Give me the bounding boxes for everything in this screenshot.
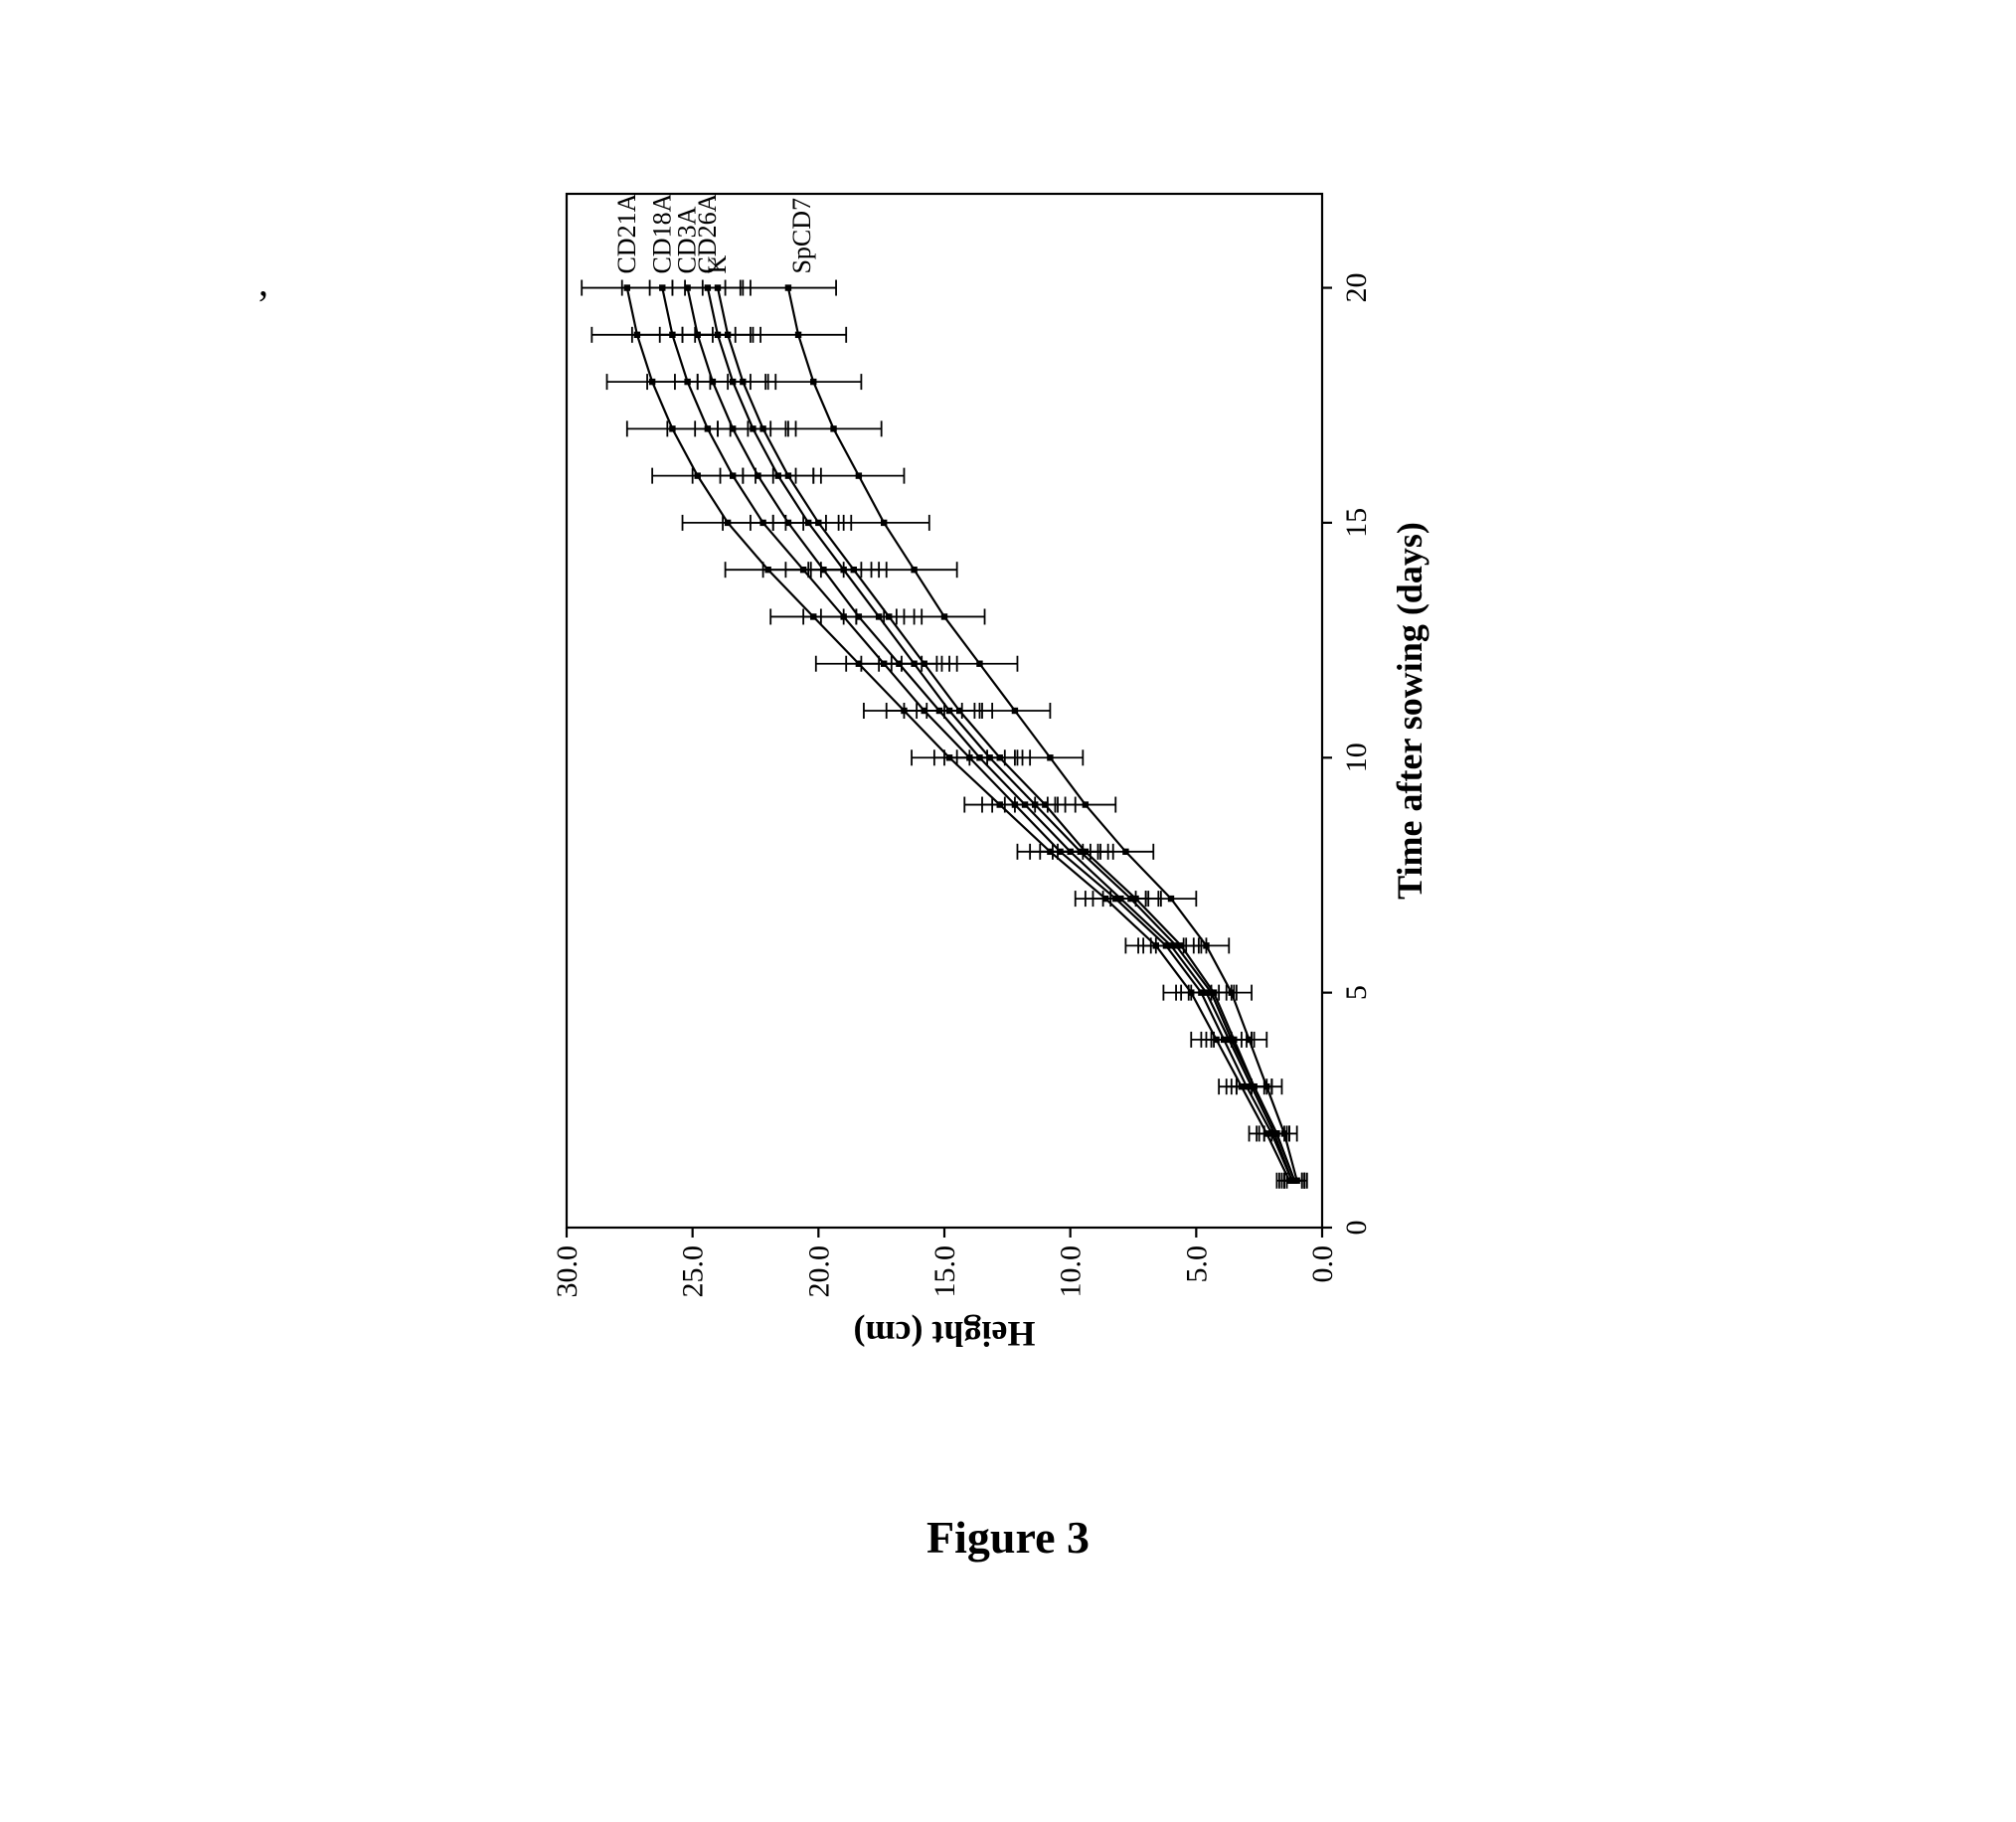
x-axis-label: Time after sowing (days) [1390,522,1429,900]
y-axis-label: Height (cm) [854,1314,1036,1354]
y-tick-label: 30.0 [551,1245,584,1298]
x-tick-label: 10 [1340,743,1373,772]
figure-caption: Figure 3 [0,1511,2016,1564]
x-tick-label: 15 [1340,508,1373,538]
page: , 05101520Time after sowing (days)0.05.0… [0,0,2016,1822]
series-label: CD21A [612,193,641,273]
series-label: K [703,255,732,274]
chart-container: 05101520Time after sowing (days)0.05.010… [219,119,1769,1252]
series-line-CD18A [662,288,1291,1181]
y-tick-label: 0.0 [1306,1245,1339,1283]
y-tick-label: 25.0 [677,1245,710,1298]
x-tick-label: 0 [1340,1221,1373,1236]
x-tick-label: 5 [1340,985,1373,1000]
growth-chart: 0 5 10 15 20 Time after sowing (days) 0.0 5.0 10… [537,15,1451,1357]
figure-caption-text: Figure 3 [926,1512,1090,1563]
y-tick-label: 15.0 [928,1245,961,1298]
y-tick-label: 10.0 [1055,1245,1088,1298]
y-tick-label: 20.0 [802,1245,835,1298]
series-label: SpCD7 [787,198,816,274]
x-tick-label: 20 [1340,273,1373,303]
series-line-K [718,288,1294,1181]
y-tick-label: 5.0 [1180,1245,1213,1283]
